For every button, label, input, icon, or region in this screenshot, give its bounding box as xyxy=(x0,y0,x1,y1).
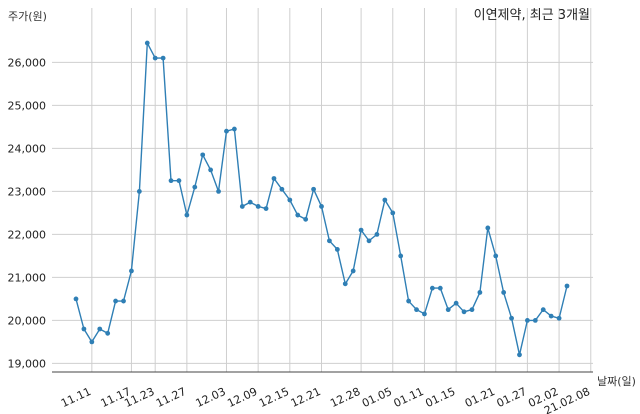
price-point xyxy=(437,285,443,291)
price-point xyxy=(429,285,435,291)
price-point xyxy=(319,204,324,209)
price-point xyxy=(224,128,229,134)
price-point xyxy=(255,204,261,209)
price-point xyxy=(382,197,388,203)
price-point xyxy=(129,268,134,274)
x-tick-label: 11.27 xyxy=(154,385,188,410)
x-tick-label: 11.11 xyxy=(59,385,93,410)
x-tick-label: 12.09 xyxy=(225,385,259,410)
price-point xyxy=(342,281,348,287)
x-tick-label: 12.28 xyxy=(328,385,362,410)
chart-title: 이연제약, 최근 3개월 xyxy=(474,8,590,23)
price-point xyxy=(311,186,316,192)
price-point xyxy=(406,298,412,304)
x-tick-label: 01.27 xyxy=(495,385,529,410)
price-point xyxy=(89,339,95,345)
price-series xyxy=(73,40,570,358)
price-point xyxy=(366,238,372,244)
price-point xyxy=(374,232,380,237)
price-point xyxy=(192,184,198,190)
price-point xyxy=(121,298,126,304)
price-point xyxy=(152,55,158,61)
price-point xyxy=(493,253,499,259)
price-point xyxy=(398,253,404,259)
y-tick-label: 21,000 xyxy=(8,271,47,284)
y-tick-label: 26,000 xyxy=(8,56,47,69)
price-point xyxy=(501,290,507,295)
price-point xyxy=(517,352,522,358)
price-point xyxy=(469,307,475,313)
price-point xyxy=(556,315,562,321)
price-point xyxy=(540,307,546,313)
price-point xyxy=(303,216,309,222)
price-point xyxy=(160,55,166,61)
price-point xyxy=(176,178,182,184)
price-point xyxy=(105,330,111,336)
price-point xyxy=(231,126,237,132)
y-tick-label: 23,000 xyxy=(8,185,47,198)
price-point xyxy=(168,178,174,184)
x-tick-label: 01.15 xyxy=(423,385,457,410)
x-tick-label: 01.11 xyxy=(392,385,426,410)
price-point xyxy=(350,268,356,274)
price-point xyxy=(548,313,554,319)
price-point xyxy=(461,309,467,315)
price-point xyxy=(453,300,459,306)
price-point xyxy=(136,189,142,194)
price-point xyxy=(271,176,277,181)
price-point xyxy=(144,40,150,46)
y-tick-label: 19,000 xyxy=(8,357,47,370)
price-point xyxy=(239,204,245,209)
x-gridlines xyxy=(91,8,592,372)
price-point xyxy=(200,152,206,158)
y-tick-label: 24,000 xyxy=(8,142,47,155)
price-point xyxy=(247,199,253,205)
price-point xyxy=(414,307,419,313)
price-point xyxy=(327,238,332,244)
price-point xyxy=(509,315,514,321)
price-point xyxy=(73,296,79,302)
x-tick-label: 01.05 xyxy=(360,385,394,410)
x-axis-title: 날짜(일) xyxy=(597,374,636,388)
price-point xyxy=(485,225,491,231)
price-point xyxy=(532,318,538,323)
price-point xyxy=(477,290,483,295)
x-tick-label: 12.15 xyxy=(257,385,291,410)
price-point xyxy=(525,318,530,323)
x-tick-label: 01.21 xyxy=(463,385,497,410)
y-tick-label: 20,000 xyxy=(8,314,47,327)
price-point xyxy=(334,247,340,252)
price-point xyxy=(97,326,103,332)
price-point xyxy=(445,307,451,313)
y-tick-labels: 19,000 20,000 21,000 22,000 23,000 24,000 25,0… xyxy=(8,56,47,370)
price-point xyxy=(358,227,364,233)
price-point xyxy=(184,212,190,218)
y-tick-label: 22,000 xyxy=(8,228,47,241)
y-axis-title: 주가(원) xyxy=(8,10,47,23)
price-point xyxy=(295,212,301,218)
price-point xyxy=(564,283,570,289)
x-tick-label: 12.21 xyxy=(289,385,323,410)
price-point xyxy=(208,167,214,173)
price-point xyxy=(390,210,396,216)
price-point xyxy=(113,298,118,304)
price-point xyxy=(422,311,427,317)
price-point xyxy=(81,326,87,332)
price-point xyxy=(279,186,285,192)
price-point xyxy=(263,206,269,212)
x-tick-label: 12.03 xyxy=(194,385,228,410)
y-tick-label: 25,000 xyxy=(8,99,47,112)
price-point xyxy=(287,197,293,203)
price-point xyxy=(216,189,221,194)
